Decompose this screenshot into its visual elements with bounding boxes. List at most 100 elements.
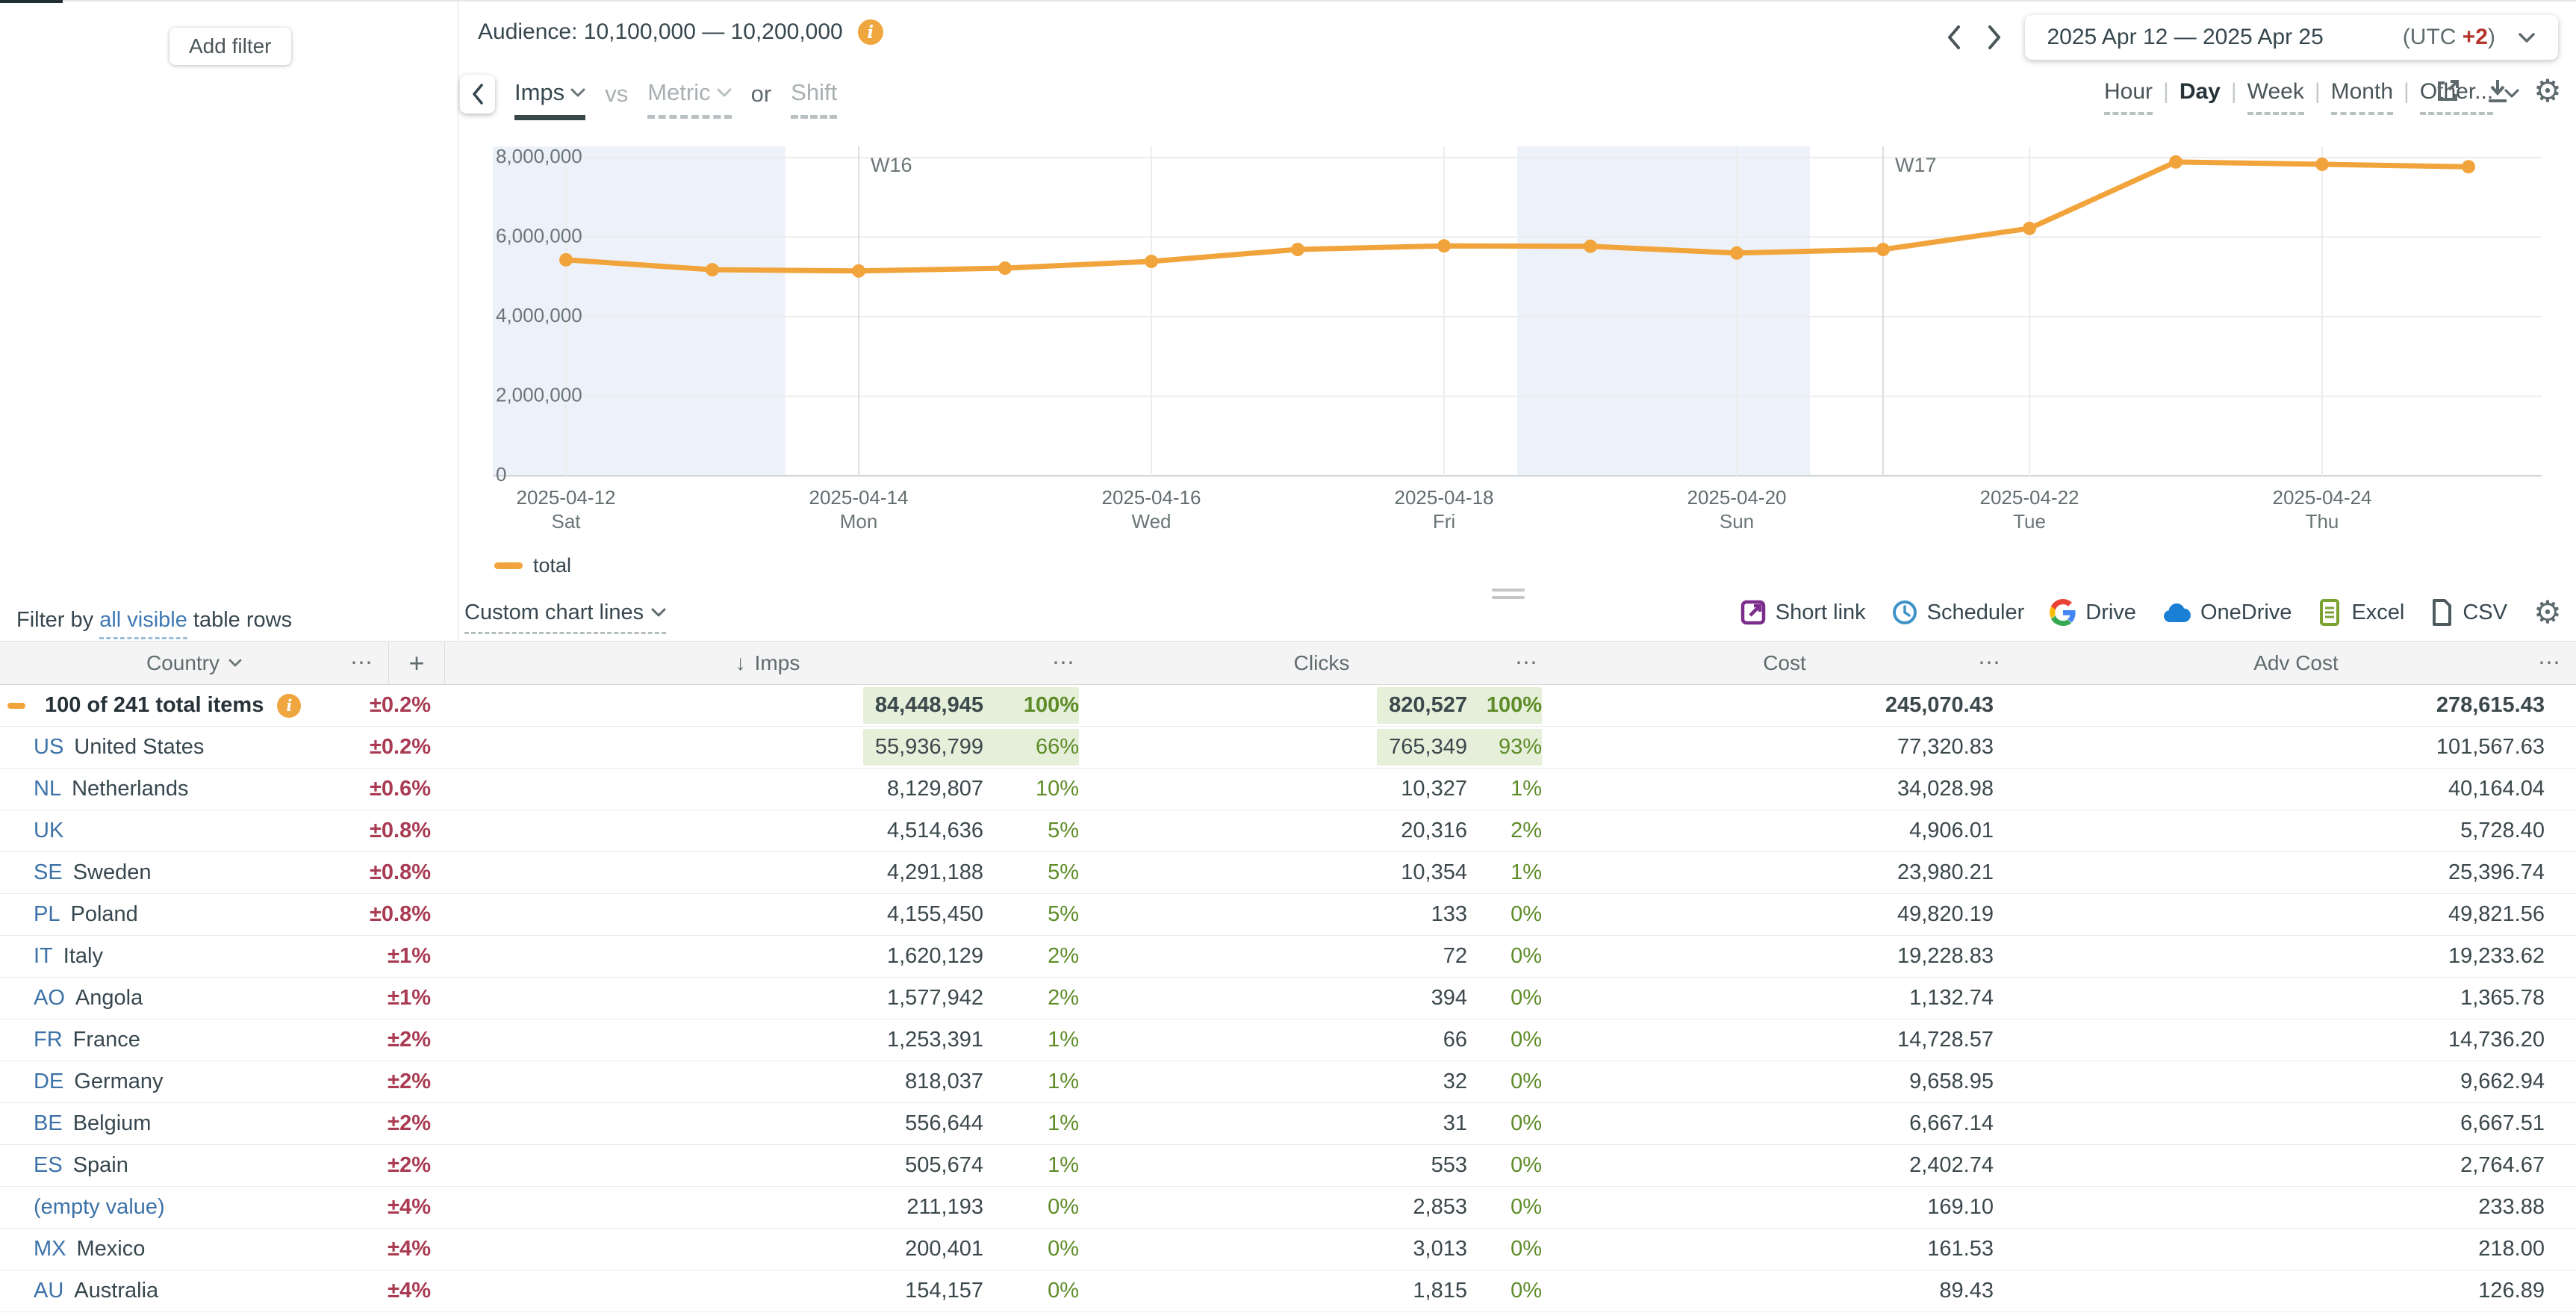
country-link[interactable]: AU — [34, 1279, 64, 1303]
table-row[interactable]: SE Sweden ±0.8% 4,291,188 5% 10,354 1% 23,980.2… — [0, 852, 2576, 894]
country-name: Italy — [63, 944, 103, 968]
shift-option[interactable]: Shift — [791, 79, 838, 119]
country-name: Sweden — [72, 860, 152, 884]
all-visible-link[interactable]: all visible — [99, 608, 187, 639]
table-row[interactable]: FR France ±2% 1,253,391 1% 66 0% 14,728.57 14,73… — [0, 1019, 2576, 1061]
table-row[interactable]: (empty value) ±4% 211,193 0% 2,853 0% 169.10 23… — [0, 1187, 2576, 1229]
total-row-swatch — [7, 702, 25, 709]
info-icon[interactable]: i — [857, 19, 883, 45]
utc-offset: +2 — [2462, 25, 2488, 49]
clicks-column-menu-icon[interactable]: ⋯ — [1515, 651, 1538, 675]
country-link[interactable]: IT — [34, 944, 53, 968]
country-link[interactable]: BE — [34, 1111, 63, 1135]
country-link[interactable]: AO — [34, 986, 65, 1010]
table-row[interactable]: BE Belgium ±2% 556,644 1% 31 0% 6,667.14 6,667.5… — [0, 1103, 2576, 1145]
gear-icon[interactable]: ⚙ — [2533, 73, 2562, 108]
country-link[interactable]: NL — [34, 777, 62, 801]
info-icon[interactable]: i — [277, 693, 302, 718]
svg-text:6,000,000: 6,000,000 — [496, 224, 582, 246]
excel-export-button[interactable]: Excel — [2317, 598, 2404, 627]
delta-value: ±4% — [388, 1237, 431, 1261]
chart-back-button[interactable] — [460, 75, 495, 114]
country-name: Angola — [75, 986, 143, 1010]
granularity-month[interactable]: Month — [2330, 79, 2394, 115]
svg-text:2025-04-12: 2025-04-12 — [517, 486, 616, 509]
svg-text:0: 0 — [496, 463, 506, 485]
legend-item-total[interactable]: total — [494, 554, 571, 577]
delta-value: ±2% — [388, 1111, 431, 1135]
country-column-menu-icon[interactable]: ⋯ — [350, 651, 373, 675]
country-link[interactable]: DE — [34, 1070, 64, 1093]
panel-resize-handle[interactable] — [1492, 589, 1525, 599]
table-row[interactable]: DE Germany ±2% 818,037 1% 32 0% 9,658.95 9,662.9… — [0, 1061, 2576, 1103]
table-row[interactable]: US United States ±0.2% 55,936,799 66% 765,349… — [0, 727, 2576, 769]
column-header-clicks[interactable]: Clicks ⋯ — [1293, 651, 1538, 675]
compare-metric-dropdown[interactable]: Metric — [647, 79, 732, 119]
table-row[interactable]: IT Italy ±1% 1,620,129 2% 72 0% 19,228.83 19,233… — [0, 936, 2576, 978]
clicks-cell: 20,316 2% — [1401, 819, 1542, 842]
export-toolbar: Short link Scheduler Drive OneDrive Exce… — [1740, 596, 2563, 629]
imps-column-menu-icon[interactable]: ⋯ — [1052, 651, 1075, 675]
country-link[interactable]: PL — [34, 902, 60, 926]
delta-value: ±0.8% — [369, 902, 431, 926]
column-header-adv-cost[interactable]: Adv Cost ⋯ — [2253, 651, 2561, 675]
add-column-button[interactable]: + — [388, 642, 445, 684]
delta-value: ±0.8% — [369, 860, 431, 884]
onedrive-button[interactable]: OneDrive — [2162, 600, 2292, 625]
cost-cell: 19,228.83 — [1897, 944, 1994, 968]
export-settings-gear-icon[interactable]: ⚙ — [2533, 595, 2562, 630]
csv-export-button[interactable]: CSV — [2430, 598, 2507, 627]
delta-value: ±1% — [388, 944, 431, 968]
svg-text:Wed: Wed — [1132, 510, 1172, 533]
country-link[interactable]: US — [34, 735, 64, 759]
country-link[interactable]: SE — [34, 860, 63, 884]
table-row[interactable]: ES Spain ±2% 505,674 1% 553 0% 2,402.74 2,764.67 — [0, 1145, 2576, 1187]
cost-cell: 14,728.57 — [1897, 1028, 1994, 1052]
column-header-imps[interactable]: ↓ Imps ⋯ — [735, 651, 1075, 675]
granularity-week[interactable]: Week — [2247, 79, 2304, 115]
filter-panel: Add filter Filter by all visible table r… — [0, 0, 458, 641]
table-row[interactable]: NL Netherlands ±0.6% 8,129,807 10% 10,327 1% 34… — [0, 769, 2576, 810]
country-link[interactable]: ES — [34, 1153, 63, 1177]
date-range-picker[interactable]: 2025 Apr 12 — 2025 Apr 25 (UTC +2) — [2024, 15, 2558, 60]
country-cell: FR France — [0, 1019, 329, 1061]
svg-text:2025-04-16: 2025-04-16 — [1102, 486, 1201, 509]
table-row[interactable]: AO Angola ±1% 1,577,942 2% 394 0% 1,132.74 1,365… — [0, 978, 2576, 1019]
table-total-row[interactable]: 100 of 241 total items i ±0.2% 84,448,94… — [0, 685, 2576, 727]
google-drive-button[interactable]: Drive — [2050, 599, 2136, 626]
selected-metric-dropdown[interactable]: Imps — [514, 79, 586, 120]
next-period-button[interactable] — [1985, 24, 2004, 51]
table-row[interactable]: PL Poland ±0.8% 4,155,450 5% 133 0% 49,820.19 49… — [0, 894, 2576, 936]
country-link[interactable]: FR — [34, 1028, 63, 1052]
adv-cost-cell: 40,164.04 — [2448, 777, 2545, 801]
cost-cell: 169.10 — [1927, 1195, 1994, 1219]
delta-value: ±2% — [388, 1028, 431, 1052]
clicks-cell: 553 0% — [1431, 1153, 1542, 1177]
table-row[interactable]: MX Mexico ±4% 200,401 0% 3,013 0% 161.53 218.00 — [0, 1229, 2576, 1270]
table-row[interactable]: UK ±0.8% 4,514,636 5% 20,316 2% 4,906.01 5,728.… — [0, 810, 2576, 852]
delta-value: ±2% — [388, 1153, 431, 1177]
granularity-day[interactable]: Day — [2179, 79, 2221, 104]
column-header-cost[interactable]: Cost ⋯ — [1763, 651, 2001, 675]
delta-value: ±2% — [388, 1070, 431, 1093]
imps-cell: 154,157 0% — [905, 1279, 1079, 1303]
custom-chart-lines-dropdown[interactable]: Custom chart lines — [464, 600, 667, 634]
download-icon[interactable] — [2483, 75, 2513, 108]
timeseries-chart[interactable]: W16 W17 0 2,000,000 4,000,000 6,000,000 8,000,… — [458, 127, 2576, 545]
adv-cost-cell: 19,233.62 — [2448, 944, 2545, 968]
country-cell: AU Australia — [0, 1270, 329, 1312]
adv-cost-column-menu-icon[interactable]: ⋯ — [2538, 651, 2561, 675]
short-link-button[interactable]: Short link — [1740, 599, 1866, 626]
table-row[interactable]: AU Australia ±4% 154,157 0% 1,815 0% 89.43 126.8… — [0, 1270, 2576, 1312]
prev-period-button[interactable] — [1944, 24, 1964, 51]
open-in-new-icon[interactable] — [2433, 75, 2463, 108]
country-link[interactable]: (empty value) — [34, 1195, 165, 1219]
imps-cell: 556,644 1% — [905, 1111, 1079, 1135]
scheduler-button[interactable]: Scheduler — [1891, 599, 2024, 626]
cost-column-menu-icon[interactable]: ⋯ — [1978, 651, 2001, 675]
granularity-hour[interactable]: Hour — [2104, 79, 2153, 115]
column-header-country[interactable]: Country ⋯ — [146, 651, 373, 675]
country-link[interactable]: UK — [34, 819, 64, 842]
add-filter-button[interactable]: Add filter — [169, 28, 291, 65]
country-link[interactable]: MX — [34, 1237, 66, 1261]
